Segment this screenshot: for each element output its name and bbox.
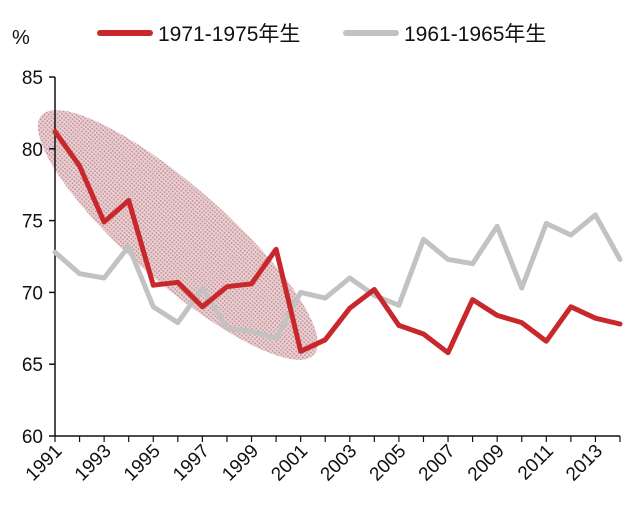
x-tick-label-1995: 1995 — [120, 441, 165, 486]
y-tick-label-75: 75 — [22, 212, 43, 233]
legend-label-series-2: 1961-1965年生 — [404, 23, 546, 46]
x-tick-label-2011: 2011 — [514, 441, 558, 485]
x-tick-label-2009: 2009 — [464, 441, 509, 486]
x-tick-label-2007: 2007 — [415, 441, 460, 486]
y-tick-label-80: 80 — [22, 140, 43, 161]
y-tick-label-65: 65 — [22, 355, 43, 376]
x-tick-label-2013: 2013 — [562, 441, 607, 486]
series-layer — [52, 129, 623, 356]
series-line-1 — [52, 129, 623, 356]
highlight-ellipse — [37, 110, 318, 360]
x-tick-label-1999: 1999 — [218, 441, 263, 486]
x-tick-label-2005: 2005 — [366, 441, 411, 486]
x-tick-label-1993: 1993 — [71, 441, 116, 486]
legend-label-series-1: 1971-1975年生 — [158, 23, 300, 46]
x-tick-label-1997: 1997 — [169, 441, 214, 486]
y-tick-label-85: 85 — [22, 68, 43, 89]
x-tick-label-2003: 2003 — [317, 441, 362, 486]
y-tick-label-70: 70 — [22, 283, 43, 304]
y-tick-label-60: 60 — [22, 427, 43, 448]
legend: 1971-1975年生 1961-1965年生 — [97, 23, 546, 46]
series-line-2 — [52, 212, 623, 341]
y-unit-label: % — [12, 27, 30, 49]
x-tick-label-2001: 2001 — [267, 441, 312, 486]
